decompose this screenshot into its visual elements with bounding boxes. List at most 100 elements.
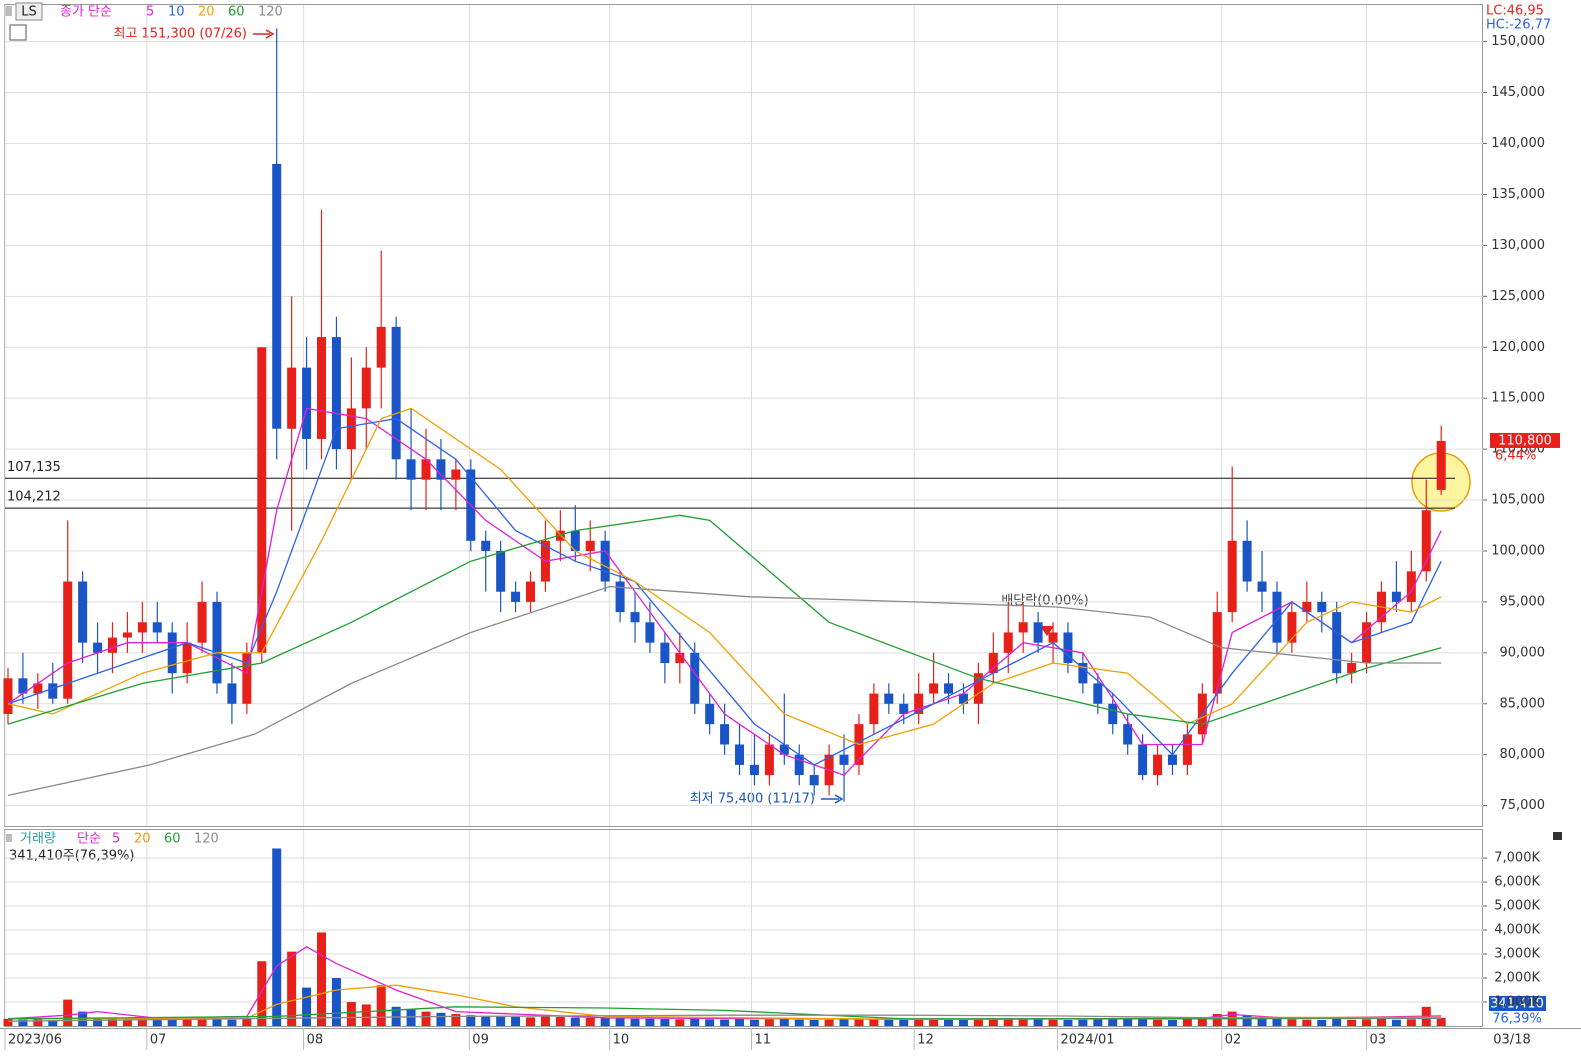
volume-bar — [1033, 1019, 1043, 1026]
candle-body — [1003, 632, 1013, 653]
price-label: 110,800 — [1498, 433, 1552, 448]
legend-entry: 120 — [258, 5, 283, 20]
candle-body — [1167, 754, 1177, 765]
volume-bar — [1317, 1020, 1327, 1026]
candle-body — [317, 337, 327, 439]
candle-body — [899, 703, 909, 714]
ma-line — [7, 946, 1442, 1020]
volume-bar — [1376, 1018, 1386, 1026]
volume-bar — [331, 978, 341, 1026]
x-tick-label: 08 — [307, 1033, 324, 1048]
volume-bar — [376, 985, 386, 1026]
legend-entry: 120 — [194, 832, 219, 847]
menu-icon[interactable] — [4, 6, 12, 16]
candle-body — [675, 652, 685, 664]
ticker-box[interactable] — [15, 2, 43, 21]
candle-body — [1257, 581, 1267, 592]
volume-bar — [1347, 1019, 1357, 1026]
y-tick-label: 80,000 — [1500, 747, 1546, 762]
candle-body — [242, 652, 252, 704]
candle-body — [720, 724, 730, 745]
y-tick-label: 150,000 — [1491, 34, 1545, 49]
ma-line — [7, 585, 1442, 797]
volume-bar — [18, 1019, 28, 1026]
y-tick-label: 85,000 — [1500, 696, 1546, 711]
high-note: 최고 151,300 (07/26) — [113, 27, 247, 42]
y-tick-label: 7,000K — [1494, 851, 1540, 866]
candle-body — [78, 581, 88, 643]
volume-bar — [1018, 1019, 1028, 1026]
y-tick-label: 125,000 — [1491, 289, 1545, 304]
reference-label: 107,135 — [7, 460, 61, 475]
reference-label: 104,212 — [7, 490, 61, 505]
candle-body — [287, 367, 297, 429]
volume-bar — [526, 1017, 536, 1026]
legend-entry: 5 — [112, 832, 120, 847]
volume-bar — [1182, 1019, 1192, 1026]
candle-body — [152, 622, 162, 633]
volume-bar — [317, 932, 327, 1026]
legend-entry: 60 — [164, 832, 181, 847]
y-tick-label: 75,000 — [1500, 798, 1546, 813]
volume-bar — [660, 1019, 670, 1026]
volume-current: 341,410주(76,39%) — [9, 849, 134, 864]
candle-body — [496, 550, 506, 592]
x-tick-label: 11 — [754, 1033, 771, 1048]
volume-bar — [152, 1019, 162, 1026]
volume-last-value: 341,410 — [1490, 997, 1544, 1012]
candle-body — [107, 637, 117, 653]
candle-body — [764, 744, 774, 776]
y-tick-label: 135,000 — [1491, 187, 1545, 202]
close-icon[interactable] — [1553, 832, 1562, 840]
volume-bar — [944, 1019, 954, 1026]
candle-body — [1078, 663, 1088, 684]
candle-body — [451, 469, 461, 480]
ma-line — [7, 1006, 1442, 1020]
candle-body — [749, 764, 759, 776]
volume-bar — [272, 848, 282, 1026]
volume-bar — [93, 1017, 103, 1026]
candle-body — [705, 703, 715, 725]
low-arrowhead — [834, 794, 844, 804]
candle-body — [1153, 754, 1163, 776]
volume-bar — [555, 1016, 565, 1026]
candle-body — [361, 367, 371, 409]
volume-bar — [570, 1017, 580, 1026]
volume-bar — [63, 999, 73, 1026]
candle-body — [1391, 591, 1401, 602]
volume-bar — [1406, 1019, 1416, 1026]
volume-bar — [540, 1016, 550, 1026]
candle-body — [391, 326, 401, 460]
candle-body — [331, 337, 341, 450]
candle-body — [302, 367, 312, 439]
candle-body — [958, 693, 968, 704]
volume-bar — [1391, 1019, 1401, 1026]
volume-bar — [242, 1018, 252, 1026]
volume-value-box — [1489, 996, 1546, 1011]
volume-bar — [1138, 1018, 1148, 1026]
candle-body — [735, 744, 745, 765]
x-tick-label: 03 — [1370, 1033, 1387, 1048]
volume-bar — [630, 1018, 640, 1026]
volume-bar — [675, 1019, 685, 1026]
volume-bar — [137, 1018, 147, 1026]
volume-bar — [705, 1019, 715, 1026]
candle-body — [1347, 663, 1357, 674]
y-tick-label: 90,000 — [1500, 645, 1546, 660]
candle-body — [212, 601, 222, 684]
candle-body — [779, 744, 789, 755]
volume-bar — [1003, 1018, 1013, 1026]
y-tick-label: 145,000 — [1491, 85, 1545, 100]
menu-icon[interactable] — [6, 834, 12, 842]
volume-bar — [899, 1019, 909, 1026]
candle-body — [272, 163, 282, 429]
table-icon[interactable] — [9, 24, 27, 41]
volume-bar — [1093, 1019, 1103, 1026]
x-tick-label: 10 — [613, 1033, 630, 1048]
candle-body — [809, 775, 819, 786]
volume-bar — [869, 1018, 879, 1026]
candle-body — [182, 642, 192, 674]
volume-bar — [466, 1015, 476, 1026]
y-tick-label: 4,000K — [1494, 923, 1540, 938]
